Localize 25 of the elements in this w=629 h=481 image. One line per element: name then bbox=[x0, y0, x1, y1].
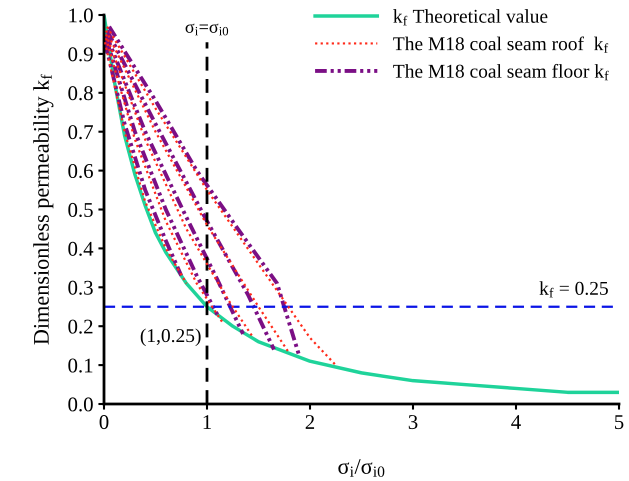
y-tick-label: 0.4 bbox=[68, 242, 94, 256]
y-tick-label: 0.7 bbox=[68, 125, 93, 140]
x-tick-label: 3 bbox=[408, 415, 418, 430]
y-tick-label: 0.6 bbox=[68, 164, 93, 178]
legend-label: k$_{f}$ Theoretical value bbox=[393, 9, 548, 26]
y-axis-title: Dimensionless permeability k$_{f}$ bbox=[33, 74, 54, 345]
annotation: (1,0.25) bbox=[140, 328, 201, 346]
x-tick-label: 5 bbox=[615, 415, 624, 430]
x-tick-label: 4 bbox=[511, 415, 521, 429]
y-tick-label: 0.0 bbox=[68, 397, 93, 412]
y-tick-label: 0.3 bbox=[68, 280, 93, 295]
x-tick-label: 1 bbox=[204, 415, 211, 429]
y-tick-label: 0.8 bbox=[68, 86, 93, 100]
y-tick-label: 0.2 bbox=[68, 320, 92, 334]
y-tick-label: 0.1 bbox=[68, 358, 92, 373]
legend-label: The M18 coal seam roof k$_{f}$ bbox=[393, 36, 608, 53]
x-tick-label: 2 bbox=[306, 415, 314, 429]
y-tick-label: 0.9 bbox=[68, 47, 93, 62]
legend-label: The M18 coal seam floor k$_{f}$ bbox=[393, 64, 609, 80]
y-tick-label: 1.0 bbox=[69, 8, 93, 23]
x-tick-label: 0 bbox=[100, 415, 108, 430]
y-tick-label: 0.5 bbox=[68, 202, 93, 218]
x-axis-title: σ$_{i}$/σ$_{i0}$ bbox=[338, 459, 384, 477]
ref-line-label: σ$_{i}$=σ$_{i0}$ bbox=[186, 24, 228, 36]
ref-line-label: k$_{f}$ = 0.25 bbox=[539, 281, 608, 298]
